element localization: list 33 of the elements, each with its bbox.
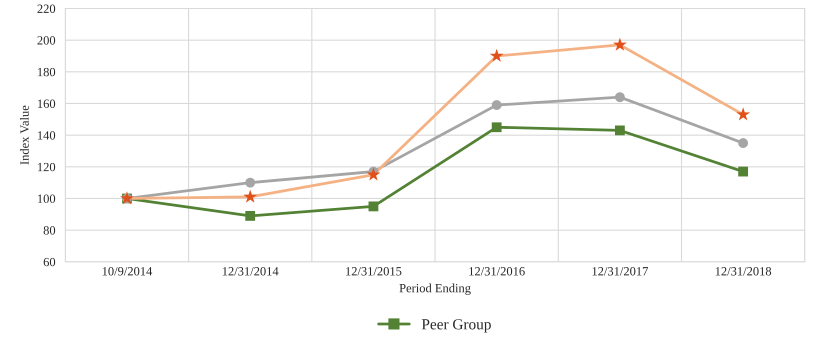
point bbox=[614, 92, 625, 102]
point bbox=[245, 178, 256, 188]
x-tick-label: 12/31/2015 bbox=[346, 267, 402, 276]
y-tick-label: 180 bbox=[38, 68, 56, 76]
x-axis-title: Period Ending bbox=[399, 284, 471, 295]
point bbox=[243, 190, 258, 203]
point bbox=[492, 122, 502, 132]
x-tick-label: 10/9/2014 bbox=[102, 267, 152, 276]
point bbox=[736, 107, 750, 120]
y-tick-label: 60 bbox=[44, 258, 56, 266]
y-tick-label: 100 bbox=[38, 194, 56, 203]
x-tick-label: 12/31/2018 bbox=[716, 267, 772, 276]
point bbox=[245, 210, 256, 221]
point bbox=[120, 191, 134, 204]
point bbox=[492, 100, 502, 110]
point bbox=[612, 38, 627, 51]
point bbox=[614, 125, 625, 136]
x-tick-label: 12/31/2014 bbox=[222, 267, 278, 276]
point bbox=[738, 138, 748, 148]
y-tick-label: 220 bbox=[37, 4, 56, 13]
point bbox=[368, 201, 378, 212]
y-tick-label: 120 bbox=[38, 162, 56, 172]
point bbox=[490, 48, 504, 62]
legend-label: Peer Group bbox=[422, 319, 491, 333]
y-axis-title: Index Value bbox=[20, 106, 29, 165]
y-tick-label: 160 bbox=[38, 100, 56, 108]
x-tick-label: 12/31/2017 bbox=[592, 267, 648, 276]
y-tick-label: 200 bbox=[37, 36, 56, 45]
y-tick-label: 80 bbox=[44, 226, 56, 235]
point bbox=[366, 167, 380, 181]
point bbox=[738, 166, 748, 176]
y-tick-label: 140 bbox=[38, 131, 56, 140]
x-tick-label: 12/31/2016 bbox=[469, 267, 525, 276]
